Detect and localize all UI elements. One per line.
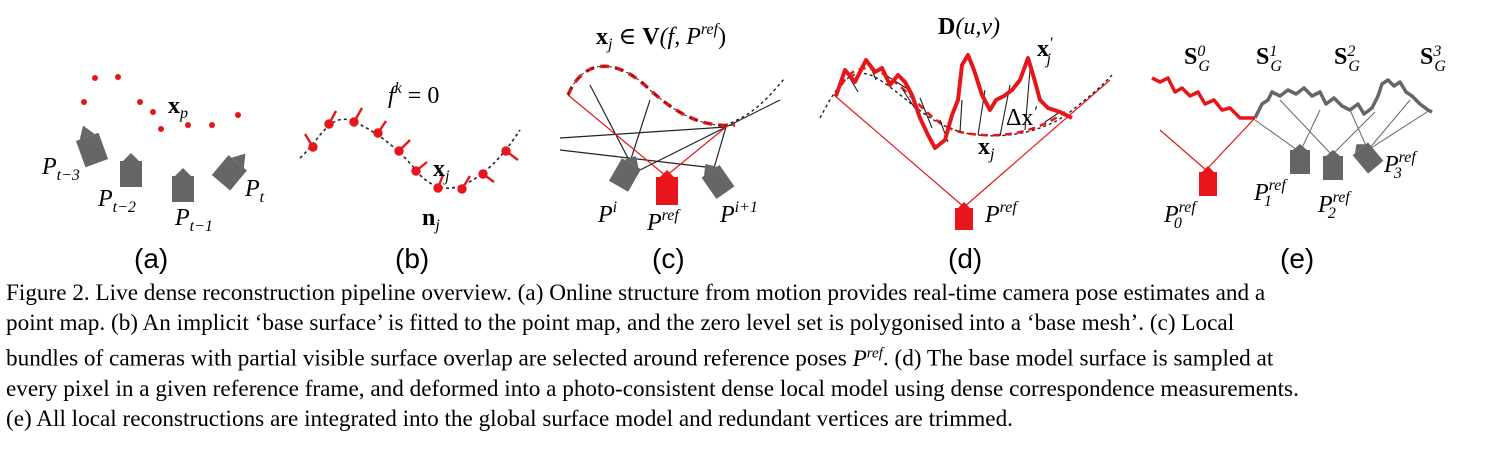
surface-label-e-0: S0 G (1184, 43, 1210, 75)
visible-surface-dashed (566, 64, 736, 128)
camera-label-a-1: Pt−2 (97, 186, 136, 216)
camera-rays (559, 84, 781, 171)
level-set-label: fk = 0 (388, 80, 439, 109)
camera-label-a-2: Pt−1 (174, 205, 213, 235)
camera-icon (120, 153, 142, 187)
surface-normals (303, 107, 519, 194)
svg-text:S1G: S1 G (1256, 43, 1282, 75)
global-surface-rest (1253, 78, 1433, 119)
normal-label-b: nj (422, 205, 440, 234)
camera-icon (656, 170, 678, 205)
panel-b: fk = 0 xj nj (b) (299, 80, 521, 274)
surface-dotted (724, 77, 786, 126)
reference-rays (1159, 117, 1256, 171)
panel-label-c: (c) (652, 243, 685, 274)
camera-label-d: Pref (984, 199, 1019, 228)
camera-icon (1199, 166, 1217, 196)
panel-label-b: (b) (395, 243, 429, 274)
svg-text:S3G: S3 G (1420, 43, 1446, 75)
camera-icon (1352, 142, 1384, 174)
point-label-a: xp (168, 93, 188, 122)
camera-icon (1323, 150, 1343, 180)
caption-line: Figure 2. Live dense reconstruction pipe… (6, 280, 1266, 306)
camera-icon (955, 202, 973, 230)
camera-label-a-0: Pt−3 (41, 154, 80, 184)
camera-label-e-1: Pref 1 (1253, 177, 1288, 210)
camera-icon (608, 155, 642, 192)
panel-a: xp Pt−3 Pt−2 Pt−1 Pt (a) (41, 74, 265, 274)
point-label-d: xj (978, 134, 995, 163)
global-surface-0 (1151, 76, 1255, 120)
figure-caption: Figure 2. Live dense reconstruction pipe… (6, 278, 1490, 434)
panel-c: xj ∈ V(f, Pref) Pi Pref (559, 21, 786, 274)
camera-label-e-3: Pref 3 (1383, 149, 1418, 182)
dense-local-model (834, 53, 1073, 150)
caption-line: (e) All local reconstructions are integr… (6, 405, 1013, 432)
reference-rays (567, 94, 727, 177)
camera-icon (211, 153, 247, 191)
camera-label-e-0: Pref 0 (1163, 199, 1198, 232)
correspondence-label: D(u,v) (938, 14, 1000, 40)
panel-d: D(u,v) x′ j Δx′ xj Pref (d) (819, 14, 1113, 274)
reference-rays (833, 79, 1111, 208)
surface-label-e-1: S1 G (1256, 43, 1282, 75)
svg-text:S0G: S0 G (1184, 43, 1210, 75)
figure-2: xp Pt−3 Pt−2 Pt−1 Pt (a) fk = 0 (41, 14, 1446, 274)
camera-icon (172, 168, 194, 202)
surface-label-e-2: S2 G (1334, 43, 1360, 75)
caption-line: every pixel in a given reference frame, … (6, 375, 1299, 402)
delta-label: Δx′ (1006, 104, 1037, 131)
caption-line: bundles of cameras with partial visible … (6, 338, 1490, 374)
caption-line: point map. (b) An implicit ‘base surface… (6, 310, 1235, 336)
panel-label-e: (e) (1280, 243, 1314, 274)
caption-text: bundles of cameras with partial visible … (6, 345, 847, 372)
camera-icon (1290, 144, 1310, 174)
camera-label-e-2: Pref 2 (1317, 189, 1352, 222)
surface-label-e-3: S3 G (1420, 43, 1446, 75)
camera-label-c-1: Pref (646, 207, 681, 236)
panel-e: S0 G S1 G S2 G S3 G (1151, 43, 1446, 274)
camera-label-c-2: Pi+1 (719, 199, 758, 228)
camera-icon (701, 163, 735, 199)
visibility-formula: xj ∈ V(f, Pref) (596, 21, 726, 53)
panel-label-d: (d) (948, 243, 982, 274)
svg-text:S2G: S2 G (1334, 43, 1360, 75)
camera-label-a-3: Pt (244, 176, 265, 206)
camera-rays (1254, 99, 1431, 156)
caption-text: . (d) The base model surface is sampled … (882, 345, 1274, 372)
camera-icon (75, 125, 109, 168)
point-map (81, 74, 241, 132)
deformed-point-label: x′ j (1037, 35, 1053, 68)
camera-label-c-0: Pi (597, 199, 617, 228)
point-label-b: xj (433, 156, 450, 185)
base-surface-dotted (819, 73, 1113, 137)
panel-label-a: (a) (134, 243, 168, 274)
inline-math: Pref (852, 345, 883, 372)
